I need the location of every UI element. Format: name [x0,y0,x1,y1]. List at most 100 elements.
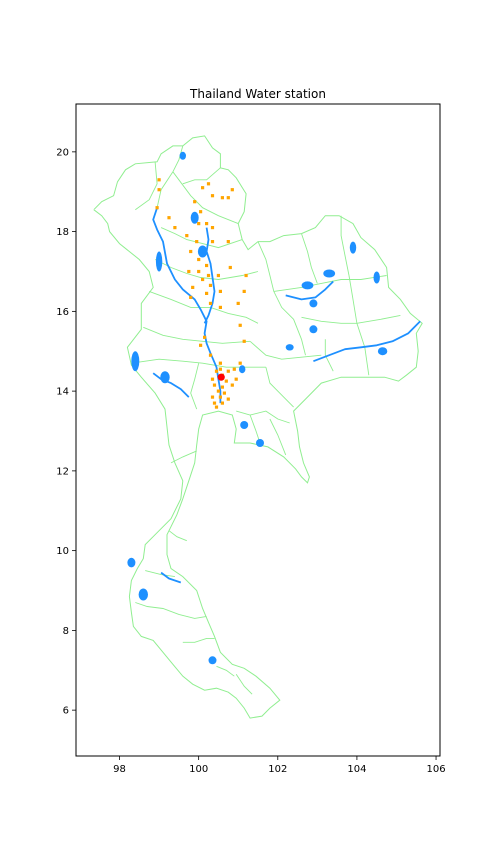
reservoir-18 [180,152,186,160]
station-point-18 [211,240,214,243]
station-point-41 [209,354,212,357]
station-point-2 [156,206,159,209]
station-point-13 [205,222,208,225]
y-tick-label: 6 [63,706,69,717]
y-tick-label: 20 [56,147,69,158]
y-tick-label: 12 [56,466,69,477]
station-point-60 [191,286,194,289]
reservoir-3 [131,351,139,371]
station-point-53 [213,402,216,405]
station-point-40 [199,344,202,347]
reservoir-15 [378,347,387,355]
station-point-54 [221,402,224,405]
station-point-20 [189,250,192,253]
station-point-25 [207,274,210,277]
reservoir-5 [239,365,245,373]
station-point-46 [233,368,236,371]
station-point-63 [225,380,228,383]
x-tick-label: 98 [113,764,126,775]
station-point-33 [219,306,222,309]
station-point-47 [239,362,242,365]
reservoir-13 [256,439,264,447]
y-tick-label: 18 [56,227,69,238]
station-point-49 [213,384,216,387]
y-tick-label: 14 [56,387,69,398]
station-point-52 [211,396,214,399]
station-point-42 [219,362,222,365]
reservoir-4 [160,371,169,383]
station-point-16 [185,234,188,237]
station-point-3 [167,216,170,219]
reservoir-16 [374,272,380,284]
station-point-9 [221,196,224,199]
station-point-31 [219,290,222,293]
x-tick-label: 100 [189,764,208,775]
station-point-61 [189,296,192,299]
station-point-10 [227,196,230,199]
station-point-28 [201,278,204,281]
station-point-15 [197,222,200,225]
reservoir-8 [350,242,356,254]
station-point-39 [203,336,206,339]
reservoir-12 [240,421,248,429]
reservoir-14 [309,325,317,333]
station-point-17 [195,240,198,243]
y-axis: 6 8 10 12 14 16 18 20 [56,147,76,716]
station-point-56 [221,386,224,389]
reservoir-10 [139,589,148,601]
highlight-station [218,374,225,381]
reservoir-6 [302,281,314,289]
station-point-4 [173,226,176,229]
reservoir-9 [309,299,317,307]
station-point-14 [211,226,214,229]
station-point-55 [227,398,230,401]
x-tick-label: 104 [347,764,366,775]
station-point-19 [227,240,230,243]
station-point-12 [199,210,202,213]
station-point-35 [245,274,248,277]
station-point-27 [229,266,232,269]
station-point-22 [205,264,208,267]
station-point-48 [235,378,238,381]
reservoir-2 [198,246,207,258]
station-point-30 [205,292,208,295]
station-point-1 [158,188,161,191]
station-point-8 [211,194,214,197]
station-point-37 [239,324,242,327]
x-tick-label: 106 [426,764,445,775]
station-point-58 [219,368,222,371]
station-point-7 [207,182,210,185]
reservoir-11 [209,656,217,664]
reservoir-0 [156,252,162,272]
y-tick-label: 16 [56,307,69,318]
station-point-6 [201,186,204,189]
station-point-0 [158,178,161,181]
station-point-57 [211,378,214,381]
station-point-32 [209,302,212,305]
station-point-26 [217,274,220,277]
station-point-11 [231,188,234,191]
x-axis: 98 100 102 104 106 [113,756,445,775]
station-point-36 [237,302,240,305]
station-point-23 [197,270,200,273]
station-point-24 [187,270,190,273]
x-tick-label: 102 [268,764,287,775]
station-point-62 [223,392,226,395]
reservoir-7 [323,270,335,278]
y-tick-label: 10 [56,546,69,557]
station-point-21 [197,258,200,261]
reservoir-17 [286,344,294,350]
station-point-59 [231,384,234,387]
station-point-34 [243,290,246,293]
station-point-45 [227,370,230,373]
station-point-43 [215,370,218,373]
station-point-29 [209,284,212,287]
reservoir-1 [191,212,199,224]
station-point-50 [217,390,220,393]
station-point-38 [243,340,246,343]
y-tick-label: 8 [63,626,69,637]
station-point-5 [193,200,196,203]
station-point-51 [219,396,222,399]
reservoir-19 [127,558,135,568]
